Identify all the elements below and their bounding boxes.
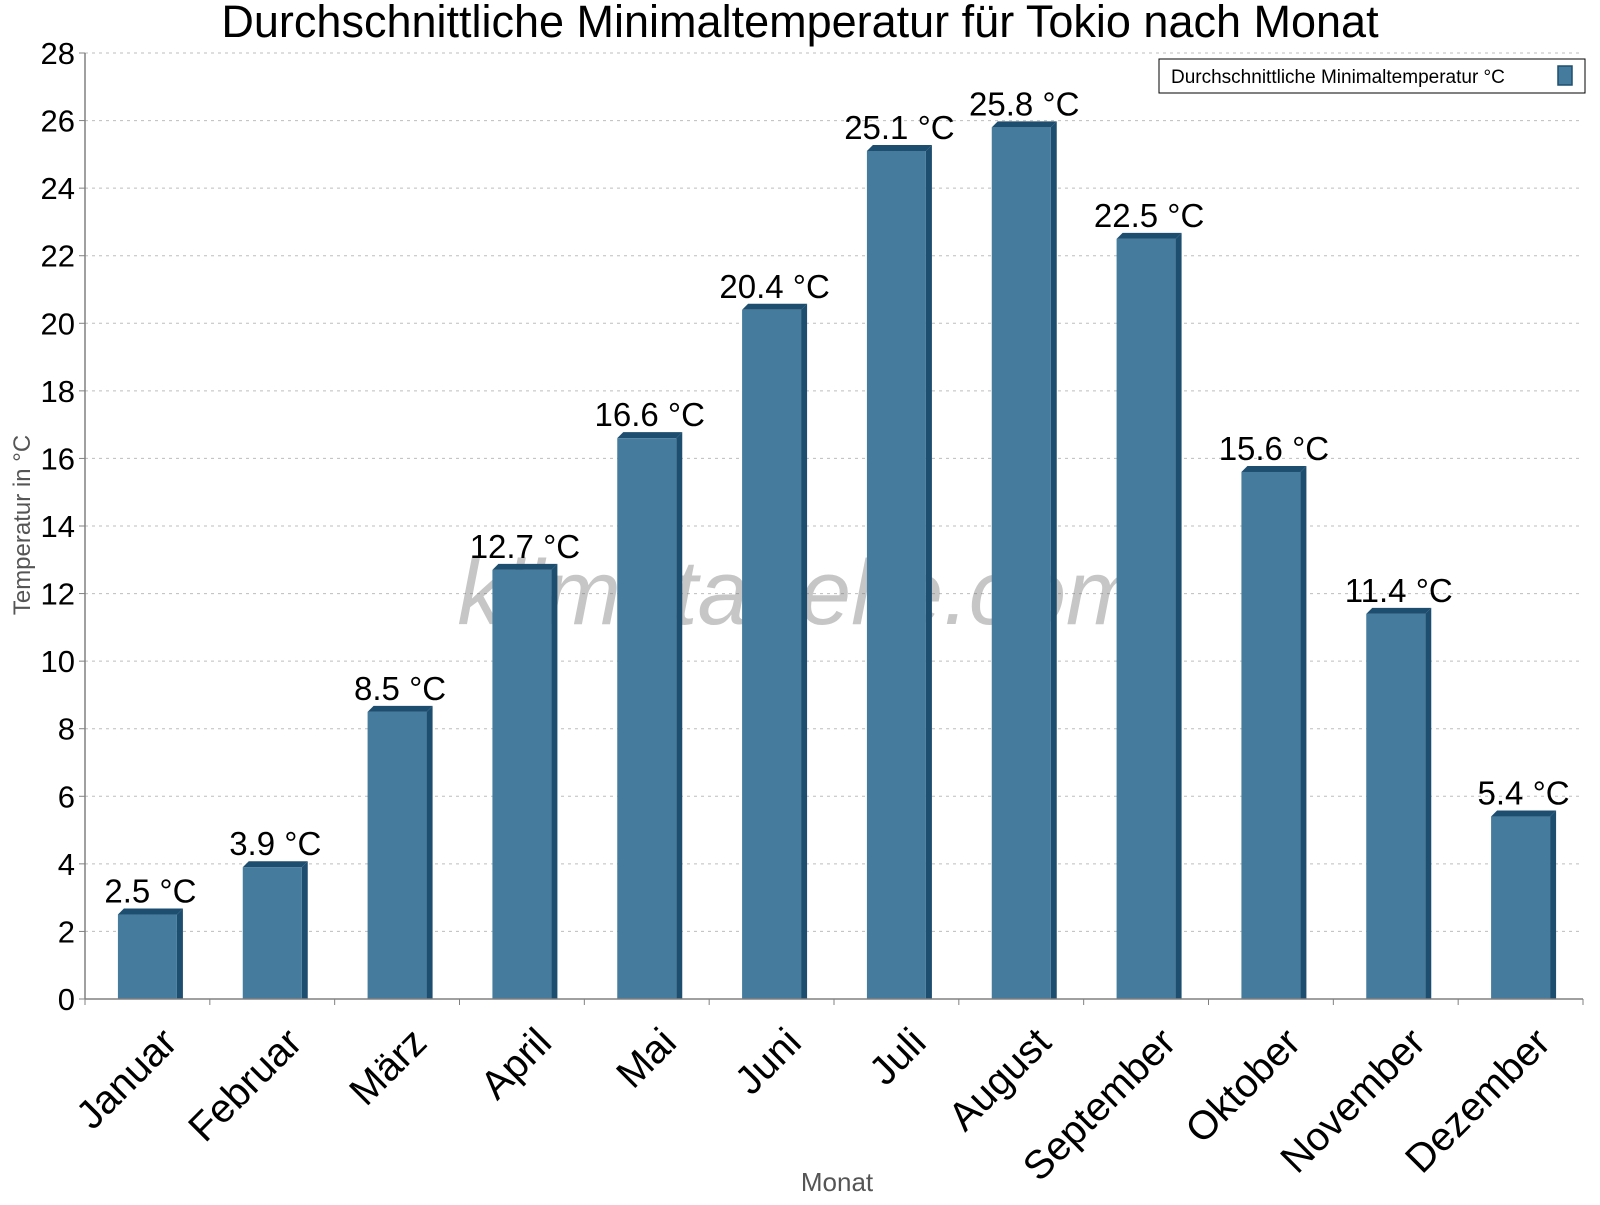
- y-tick-label: 6: [58, 779, 75, 814]
- bar-top: [492, 563, 558, 570]
- x-tick-label: Februar: [180, 1020, 310, 1150]
- x-tick-label: April: [472, 1020, 560, 1108]
- bar: [866, 150, 926, 999]
- bar-side: [551, 563, 558, 999]
- bar-side: [1175, 232, 1182, 1000]
- y-tick-label: 8: [58, 712, 75, 747]
- y-tick-label: 18: [41, 374, 75, 409]
- bar-august: [991, 121, 1057, 1000]
- legend-label: Durchschnittliche Minimaltemperatur °C: [1171, 67, 1505, 88]
- bar-side: [1050, 121, 1057, 1000]
- bar-top: [117, 908, 183, 915]
- x-tick-label: Januar: [68, 1020, 186, 1138]
- bar-top: [991, 121, 1057, 128]
- data-label: 2.5 °C: [104, 873, 196, 910]
- bar-side: [925, 144, 932, 999]
- bar-juni: [742, 303, 808, 999]
- y-tick-label: 14: [41, 509, 75, 544]
- data-label: 3.9 °C: [229, 825, 321, 862]
- legend-frame: [1158, 58, 1586, 94]
- bar-dezember: [1491, 810, 1557, 999]
- data-label: 25.8 °C: [969, 85, 1079, 122]
- y-tick-label: 16: [41, 441, 75, 476]
- bar-top: [742, 303, 808, 310]
- bar: [1491, 816, 1551, 999]
- data-label: 15.6 °C: [1219, 430, 1329, 467]
- y-tick-label: 0: [58, 982, 75, 1017]
- bar-side: [176, 908, 183, 999]
- bar: [1241, 471, 1301, 999]
- bar-januar: [117, 908, 183, 999]
- y-tick-label: 12: [41, 577, 75, 612]
- data-label: 11.4 °C: [1345, 572, 1453, 609]
- bar: [742, 309, 802, 999]
- legend-swatch: [1557, 65, 1573, 86]
- bar-november: [1366, 607, 1432, 999]
- bar-top: [1491, 810, 1557, 817]
- bar-side: [426, 705, 433, 999]
- bar-juli: [866, 144, 932, 999]
- bar: [117, 914, 177, 999]
- y-tick-label: 4: [58, 847, 75, 882]
- bars: [117, 121, 1557, 1000]
- bar-top: [1241, 465, 1307, 472]
- bar-side: [1550, 810, 1557, 999]
- y-tick-label: 24: [41, 171, 75, 206]
- bar: [1116, 238, 1176, 1000]
- x-tick-label: Juni: [727, 1020, 810, 1103]
- y-tick-label: 22: [41, 239, 75, 274]
- x-tick-label: Oktober: [1177, 1020, 1309, 1152]
- gridlines: [85, 52, 1583, 932]
- bar: [991, 127, 1051, 1000]
- chart-title: Durchschnittliche Minimaltemperatur für …: [221, 0, 1379, 47]
- bar: [492, 569, 552, 999]
- bar-side: [801, 303, 808, 999]
- y-tick-label: 10: [41, 644, 75, 679]
- x-tick-label: Mai: [608, 1020, 685, 1097]
- bar-side: [301, 861, 308, 999]
- data-label: 25.1 °C: [844, 109, 954, 146]
- x-tick-label: März: [341, 1020, 435, 1114]
- bar-top: [367, 705, 433, 712]
- bar-februar: [242, 861, 308, 999]
- bar: [617, 438, 677, 1000]
- bar-top: [242, 861, 308, 868]
- bar-september: [1116, 232, 1182, 1000]
- bar-april: [492, 563, 558, 999]
- bar-side: [1425, 607, 1432, 999]
- data-label: 20.4 °C: [719, 268, 829, 305]
- data-label: 8.5 °C: [354, 670, 446, 707]
- y-tick-label: 2: [58, 914, 75, 949]
- x-axis-label: Monat: [801, 1167, 874, 1197]
- data-label: 12.7 °C: [470, 528, 580, 565]
- bar: [1366, 613, 1426, 999]
- bar-side: [676, 432, 683, 1000]
- x-tick-label: August: [940, 1020, 1059, 1139]
- bar: [367, 711, 427, 999]
- y-tick-label: 20: [41, 306, 75, 341]
- data-label: 5.4 °C: [1478, 775, 1570, 812]
- legend: Durchschnittliche Minimaltemperatur °C: [1158, 58, 1586, 94]
- bar-side: [1300, 465, 1307, 999]
- y-tick-label: 28: [41, 36, 75, 71]
- bar-top: [617, 432, 683, 439]
- bar: [242, 867, 302, 999]
- bar-märz: [367, 705, 433, 999]
- data-label: 22.5 °C: [1094, 197, 1204, 234]
- bar-mai: [617, 432, 683, 1000]
- bar-top: [1116, 232, 1182, 239]
- data-label: 16.6 °C: [595, 396, 705, 433]
- bar-top: [866, 144, 932, 151]
- data-labels: 2.5 °C 3.9 °C 8.5 °C 12.7 °C 16.6 °C 20.4 °C 2…: [104, 85, 1569, 909]
- bar-top: [1366, 607, 1432, 614]
- bar-oktober: [1241, 465, 1307, 999]
- y-axis-label: Temperatur in °C: [9, 435, 36, 615]
- x-tick-label: Juli: [861, 1020, 935, 1094]
- y-tick-label: 26: [41, 104, 75, 139]
